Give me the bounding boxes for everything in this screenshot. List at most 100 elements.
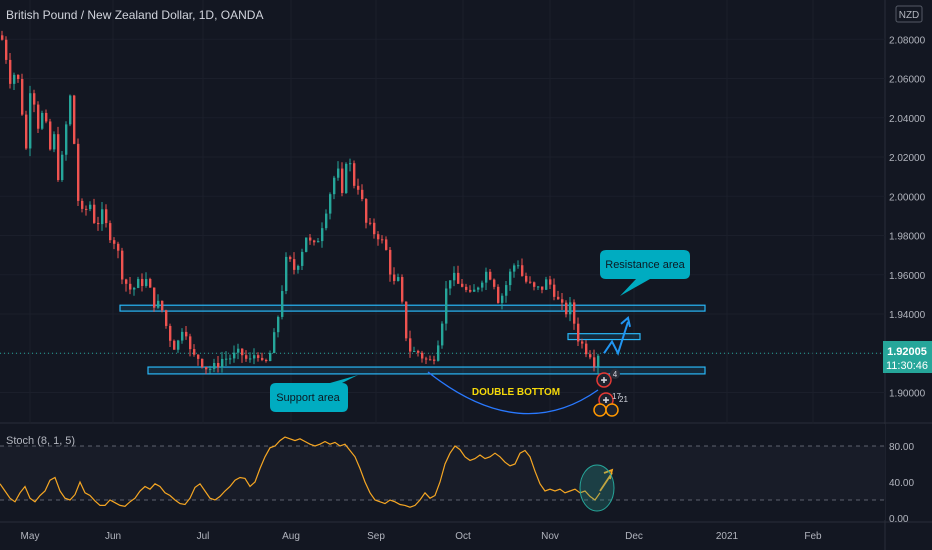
candle-body [289, 256, 292, 260]
last-price-tag: 1.92005 11:30:46 [883, 341, 932, 373]
candle-body [357, 185, 360, 190]
candle-body [49, 121, 52, 150]
candle-body [473, 289, 476, 292]
candle-body [537, 286, 540, 288]
candle-body [273, 332, 276, 353]
candle-body [149, 279, 152, 288]
candle-body [117, 243, 120, 251]
candle-body [101, 209, 104, 225]
candle-body [297, 265, 300, 270]
candle-body [85, 208, 88, 210]
candle-body [589, 354, 592, 358]
event-badge-c[interactable] [593, 403, 619, 417]
time-axis[interactable]: May Jun Jul Aug Sep Oct Nov Dec 2021 Feb [21, 531, 823, 542]
candle-body [381, 239, 384, 241]
candle-body [317, 241, 320, 243]
candle-body [445, 288, 448, 324]
candle-body [233, 352, 236, 359]
candle-body [237, 348, 240, 353]
candle-body [157, 300, 160, 308]
candle-body [173, 340, 176, 350]
event-badge-a[interactable]: ✚ 4 [596, 369, 620, 388]
currency-badge[interactable]: NZD [895, 5, 923, 23]
candle-body [137, 278, 140, 288]
candle-body [253, 355, 256, 359]
candle-body [565, 302, 568, 315]
price-axis[interactable]: 2.08000 2.06000 2.04000 2.02000 2.00000 1.980… [889, 35, 926, 525]
candle-body [141, 278, 144, 286]
candle-body [513, 265, 516, 272]
candle-body [393, 274, 396, 281]
candle-body [21, 79, 24, 115]
price-tick: 1.98000 [889, 232, 926, 243]
candle-body [345, 163, 348, 193]
candle-body [217, 362, 220, 368]
candle-body [397, 277, 400, 281]
candle-body [265, 359, 268, 362]
candle-body [541, 286, 544, 290]
event-badge-b[interactable]: ✚ 17 21 [598, 392, 628, 408]
stoch-line [0, 436, 601, 508]
support-callout[interactable]: Support area [270, 375, 358, 412]
candle-body [477, 287, 480, 290]
svg-text:✚: ✚ [603, 396, 610, 405]
candle-body [201, 358, 204, 368]
candle-body [489, 271, 492, 280]
candle-body [185, 331, 188, 337]
stoch-tick: 40.00 [889, 478, 914, 489]
candle-body [197, 354, 200, 359]
stoch-highlight [579, 464, 615, 512]
time-tick: Jun [105, 531, 121, 542]
candle-body [461, 283, 464, 287]
candle-body [213, 362, 216, 369]
candle-body [93, 204, 96, 223]
candle-body [517, 265, 520, 267]
candle-body [581, 341, 584, 344]
candle-body [365, 199, 368, 223]
candle-body [109, 223, 112, 241]
candle-body [37, 104, 40, 129]
candle-body [325, 213, 328, 229]
candle-body [133, 287, 136, 290]
candle-body [45, 112, 48, 122]
candle-body [557, 296, 560, 300]
candle-body [501, 295, 504, 303]
candle-body [385, 239, 388, 250]
resistance-callout[interactable]: Resistance area [600, 250, 690, 296]
time-tick: May [21, 531, 40, 542]
candle-body [161, 300, 164, 311]
candle-body [437, 345, 440, 361]
candle-body [5, 39, 8, 60]
price-tick: 2.02000 [889, 153, 926, 164]
candle-body [281, 291, 284, 317]
candle-body [329, 194, 332, 214]
candle-body [285, 256, 288, 292]
candle-body [145, 279, 148, 286]
candle-body [69, 95, 72, 125]
price-tick: 2.06000 [889, 75, 926, 86]
candle-body [33, 93, 36, 105]
candle-body [53, 134, 56, 150]
double-bottom-label: DOUBLE BOTTOM [472, 387, 560, 398]
candle-body [61, 154, 64, 181]
candle-body [305, 237, 308, 252]
candle-body [181, 331, 184, 341]
candle-body [529, 281, 532, 283]
candle-body [585, 343, 588, 355]
candle-body [341, 168, 344, 193]
candle-body [457, 272, 460, 284]
candle-body [301, 251, 304, 266]
candle-body [97, 222, 100, 225]
candle-body [257, 355, 260, 358]
candle-body [433, 359, 436, 361]
candle-body [225, 358, 228, 360]
candle-body [525, 275, 528, 282]
candle-body [469, 289, 472, 292]
candle-body [361, 189, 364, 200]
candle-body [189, 336, 192, 350]
candle-body [449, 280, 452, 289]
stoch-tick: 80.00 [889, 442, 914, 453]
candle-body [545, 279, 548, 290]
zones-layer [119, 304, 706, 375]
